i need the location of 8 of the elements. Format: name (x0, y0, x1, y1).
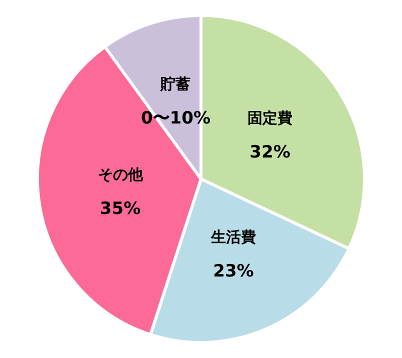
slice-label: 固定費 (248, 109, 293, 128)
slice-label: 貯蓄 (160, 75, 191, 94)
slice-label: その他 (98, 166, 144, 184)
data-label: 0〜10% (140, 108, 211, 129)
data-label: 32% (250, 142, 290, 163)
slice-label: 生活費 (210, 228, 256, 246)
data-label: 35% (100, 199, 141, 220)
data-label: 23% (213, 261, 254, 282)
